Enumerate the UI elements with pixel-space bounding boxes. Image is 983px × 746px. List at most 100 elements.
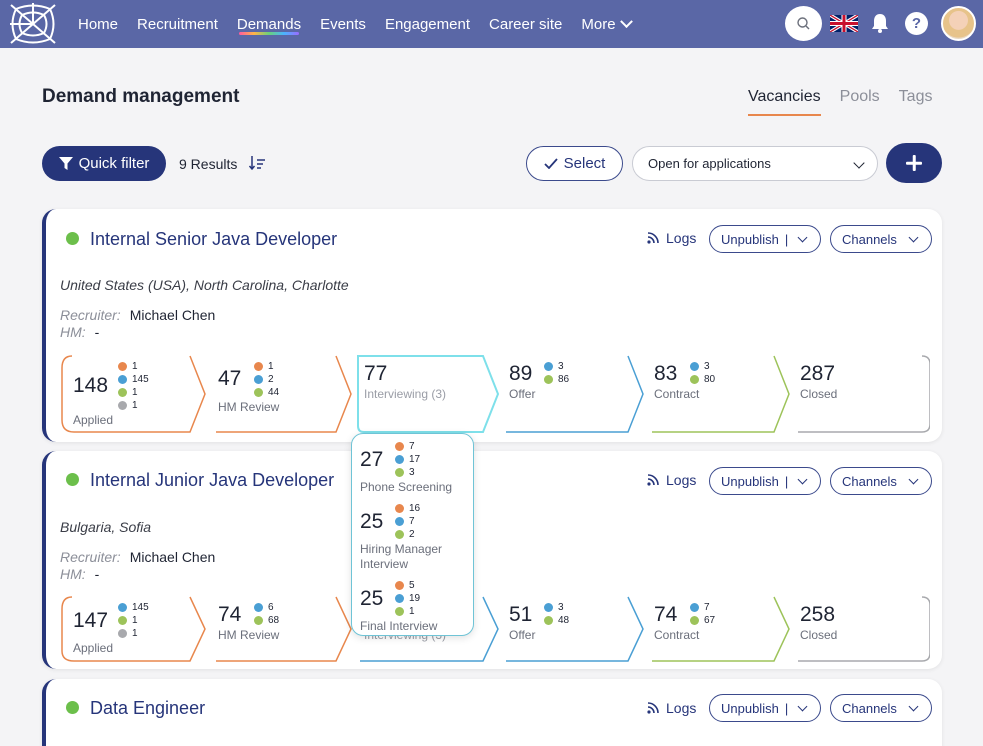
tab-vacancies[interactable]: Vacancies bbox=[748, 88, 821, 116]
stage-count[interactable]: 83 bbox=[654, 362, 678, 385]
stage-count[interactable]: 74 bbox=[218, 603, 242, 626]
select-button-label: Select bbox=[563, 155, 606, 172]
sort-icon[interactable] bbox=[249, 155, 266, 171]
avatar[interactable] bbox=[941, 6, 976, 41]
stage-breakdown: 3 48 bbox=[544, 601, 569, 627]
channels-button[interactable]: Channels bbox=[830, 694, 932, 722]
green-dot-icon bbox=[690, 375, 699, 384]
search-icon bbox=[797, 17, 810, 30]
stage-shape-interviewing bbox=[357, 355, 500, 433]
status-dot bbox=[66, 473, 79, 486]
unpublish-button[interactable]: Unpublish | bbox=[709, 694, 821, 722]
breakdown-value: 1 bbox=[132, 615, 138, 626]
quick-filter-button[interactable]: Quick filter bbox=[42, 146, 166, 181]
nav-engagement[interactable]: Engagement bbox=[384, 15, 471, 33]
select-button[interactable]: Select bbox=[526, 146, 623, 181]
pipeline-shapes bbox=[61, 355, 930, 433]
nav-career-site[interactable]: Career site bbox=[489, 15, 563, 33]
stage-shape-contract bbox=[652, 596, 790, 662]
stage-count[interactable]: 147 bbox=[73, 609, 109, 632]
divider: | bbox=[784, 231, 789, 247]
stage-count[interactable]: 287 bbox=[800, 362, 836, 385]
vacancy-location: United States (USA), North Carolina, Cha… bbox=[60, 277, 349, 293]
channels-button[interactable]: Channels bbox=[830, 225, 932, 253]
nav-home[interactable]: Home bbox=[78, 15, 119, 33]
nav-more-label: More bbox=[581, 15, 616, 33]
breakdown-row: 19 bbox=[395, 592, 420, 605]
nav-demands[interactable]: Demands bbox=[237, 0, 301, 48]
spiderweb-logo-icon[interactable] bbox=[8, 2, 58, 46]
uk-flag-icon[interactable] bbox=[830, 15, 858, 32]
unpublish-button[interactable]: Unpublish | bbox=[709, 467, 821, 495]
help-icon[interactable]: ? bbox=[905, 12, 928, 35]
chevron-down-icon[interactable] bbox=[797, 474, 808, 485]
logs-button[interactable]: Logs bbox=[646, 700, 696, 716]
breakdown-row: 3 bbox=[395, 466, 420, 479]
unpublish-label: Unpublish bbox=[721, 231, 779, 247]
vacancy-card[interactable]: Internal Senior Java Developer Logs Unpu… bbox=[42, 209, 942, 442]
breakdown-row: 1 bbox=[395, 605, 420, 618]
nav-recruitment[interactable]: Recruitment bbox=[137, 15, 218, 33]
green-dot-icon bbox=[395, 607, 404, 616]
breakdown-value: 19 bbox=[409, 593, 421, 604]
stage-breakdown: 145 1 1 bbox=[118, 601, 149, 640]
bell-icon[interactable] bbox=[869, 12, 891, 34]
chevron-down-icon[interactable] bbox=[797, 701, 808, 712]
blue-dot-icon bbox=[544, 362, 553, 371]
stage-label[interactable]: Interviewing (3) bbox=[364, 387, 447, 401]
logs-label: Logs bbox=[666, 700, 697, 716]
vacancy-card[interactable]: Internal Junior Java Developer Logs Unpu… bbox=[42, 451, 942, 669]
logs-button[interactable]: Logs bbox=[646, 230, 696, 246]
blue-dot-icon bbox=[690, 603, 699, 612]
substage-label: Phone Screening bbox=[360, 480, 453, 494]
vacancy-title[interactable]: Data Engineer bbox=[90, 698, 206, 718]
stage-count[interactable]: 74 bbox=[654, 603, 678, 626]
quick-filter-label: Quick filter bbox=[78, 155, 150, 172]
vacancy-title[interactable]: Internal Junior Java Developer bbox=[90, 470, 335, 490]
stage-count[interactable]: 89 bbox=[509, 362, 533, 385]
stage-count[interactable]: 47 bbox=[218, 367, 242, 390]
breakdown-value: 2 bbox=[409, 529, 415, 540]
channels-button[interactable]: Channels bbox=[830, 467, 932, 495]
breakdown-row: 68 bbox=[254, 614, 279, 627]
breakdown-row: 3 bbox=[544, 360, 569, 373]
status-filter-select[interactable]: Open for applications bbox=[632, 146, 878, 181]
stage-count[interactable]: 77 bbox=[364, 362, 388, 385]
breakdown-value: 1 bbox=[132, 400, 138, 411]
stage-shape-applied bbox=[61, 596, 206, 662]
vacancy-location: Bulgaria, Sofia bbox=[60, 519, 152, 535]
breakdown-row: 44 bbox=[254, 386, 279, 399]
vacancy-card[interactable]: Data Engineer Logs Unpublish | Channels bbox=[42, 679, 942, 746]
logs-button[interactable]: Logs bbox=[646, 472, 696, 488]
breakdown-row: 145 bbox=[118, 601, 149, 614]
blue-dot-icon bbox=[395, 517, 404, 526]
hm-row: HM: - bbox=[60, 566, 99, 582]
blue-dot-icon bbox=[118, 375, 127, 384]
nav-events[interactable]: Events bbox=[320, 15, 366, 33]
nav-more[interactable]: More bbox=[581, 0, 633, 48]
stage-shape-offer bbox=[506, 355, 644, 433]
blue-dot-icon bbox=[118, 603, 127, 612]
view-tabs: Vacancies Pools Tags bbox=[748, 88, 933, 116]
breakdown-value: 7 bbox=[409, 516, 415, 527]
stage-label: Applied bbox=[73, 641, 114, 655]
chevron-down-icon bbox=[853, 157, 865, 169]
breakdown-row: 1 bbox=[118, 399, 149, 412]
unpublish-button[interactable]: Unpublish | bbox=[709, 225, 821, 253]
chevron-down-icon[interactable] bbox=[797, 232, 808, 243]
add-vacancy-button[interactable] bbox=[886, 143, 942, 183]
search-button[interactable] bbox=[785, 6, 822, 41]
breakdown-row: 6 bbox=[254, 601, 279, 614]
stage-label: Closed bbox=[800, 387, 838, 401]
breakdown-value: 86 bbox=[558, 374, 570, 385]
tab-pools[interactable]: Pools bbox=[839, 88, 880, 105]
stage-count[interactable]: 51 bbox=[509, 603, 533, 626]
stage-shape-closed bbox=[798, 355, 930, 433]
tab-tags[interactable]: Tags bbox=[898, 88, 933, 105]
stage-count[interactable]: 148 bbox=[73, 374, 109, 397]
orange-dot-icon bbox=[395, 581, 404, 590]
vacancy-title[interactable]: Internal Senior Java Developer bbox=[90, 229, 338, 249]
results-count: 9 Results bbox=[179, 156, 238, 172]
stage-breakdown: 1 145 1 1 bbox=[118, 360, 149, 412]
stage-count[interactable]: 258 bbox=[800, 603, 836, 626]
